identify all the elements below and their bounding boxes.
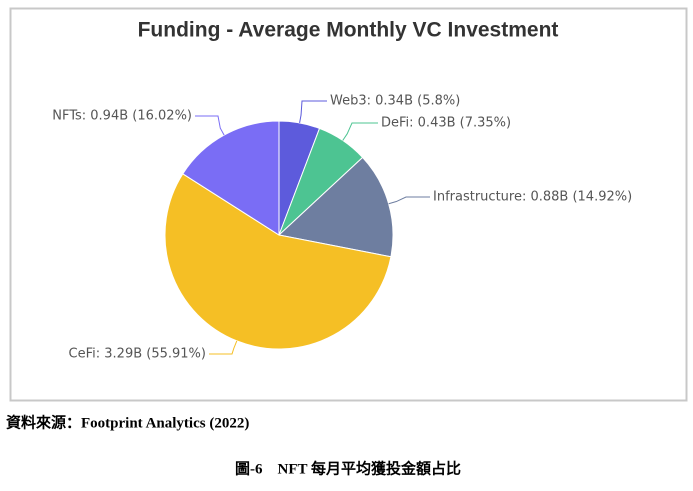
leader-line bbox=[299, 100, 327, 123]
leader-line bbox=[388, 196, 430, 205]
slice-label: Web3: 0.34B (5.8%) bbox=[330, 94, 460, 109]
source: 資料來源：Footprint Analytics (2022) bbox=[6, 413, 249, 431]
slice-label: CeFi: 3.29B (55.91%) bbox=[69, 347, 206, 362]
caption: 圖-6 NFT 每月平均獲投金額占比 bbox=[235, 459, 461, 477]
leader-line bbox=[195, 115, 225, 136]
pie-slice bbox=[182, 120, 280, 236]
pie-slice bbox=[277, 156, 394, 258]
pie-slice bbox=[164, 173, 392, 350]
pie: Web3: 0.34B (5.8%) DeFi: 0.43B (7.35%) Inf… bbox=[52, 94, 632, 362]
slice-label: Infrastructure: 0.88B (14.92%) bbox=[433, 190, 632, 205]
slice-label: NFTs: 0.94B (16.02%) bbox=[52, 109, 192, 124]
leader-line bbox=[209, 340, 238, 355]
chart-title: Funding - Average Monthly VC Investment bbox=[138, 19, 559, 42]
leader-line bbox=[342, 122, 378, 141]
slice-label: DeFi: 0.43B (7.35%) bbox=[381, 116, 511, 131]
